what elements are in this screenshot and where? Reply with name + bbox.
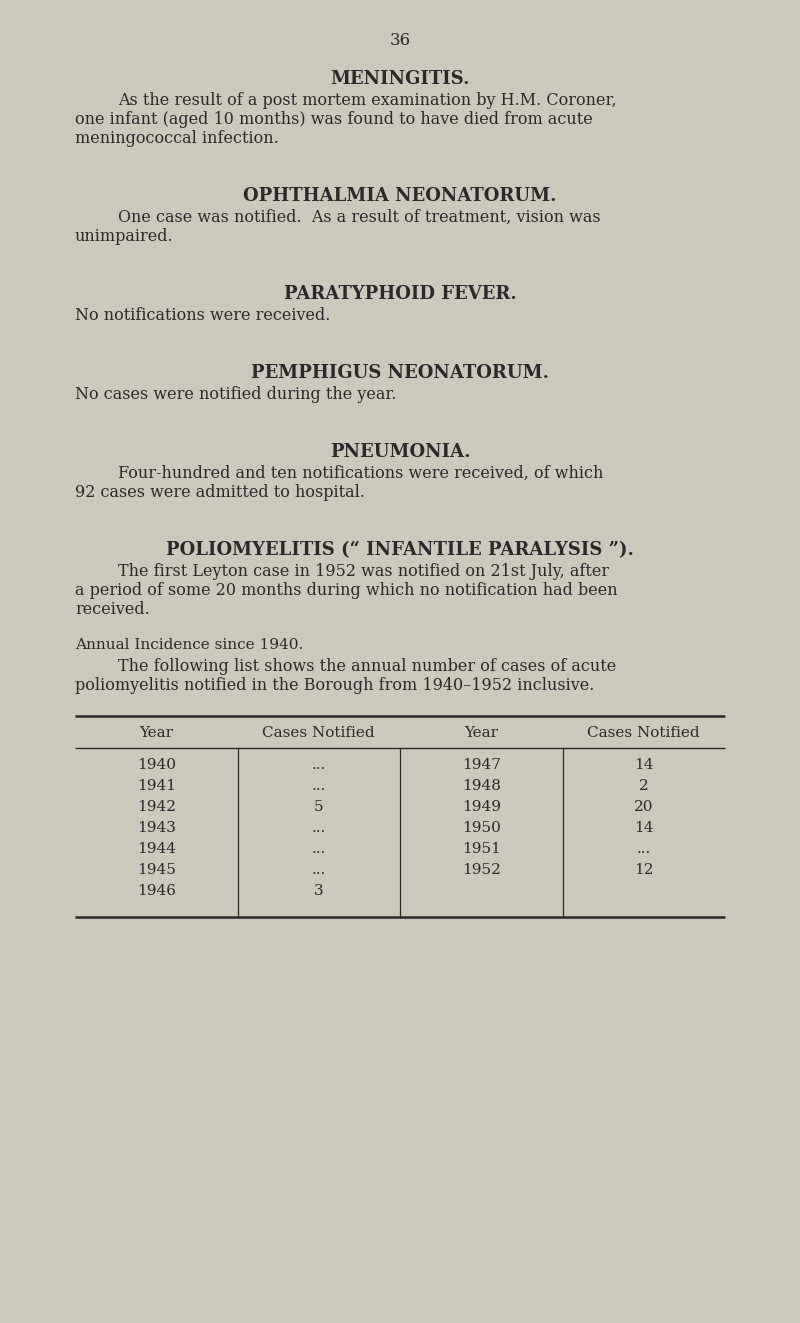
Text: 1945: 1945 — [137, 863, 176, 877]
Text: PEMPHIGUS NEONATORUM.: PEMPHIGUS NEONATORUM. — [251, 364, 549, 382]
Text: PARATYPHOID FEVER.: PARATYPHOID FEVER. — [284, 284, 516, 303]
Text: 3: 3 — [314, 884, 323, 898]
Text: Four-hundred and ten notifications were received, of which: Four-hundred and ten notifications were … — [118, 464, 603, 482]
Text: 1940: 1940 — [137, 758, 176, 773]
Text: one infant (aged 10 months) was found to have died from acute: one infant (aged 10 months) was found to… — [75, 111, 593, 128]
Text: Year: Year — [464, 726, 498, 740]
Text: ...: ... — [312, 841, 326, 856]
Text: ...: ... — [312, 822, 326, 835]
Text: poliomyelitis notified in the Borough from 1940–1952 inclusive.: poliomyelitis notified in the Borough fr… — [75, 677, 594, 695]
Text: received.: received. — [75, 601, 150, 618]
Text: 1949: 1949 — [462, 800, 501, 814]
Text: 1950: 1950 — [462, 822, 501, 835]
Text: No cases were notified during the year.: No cases were notified during the year. — [75, 386, 397, 404]
Text: ...: ... — [312, 863, 326, 877]
Text: 1941: 1941 — [137, 779, 176, 792]
Text: No notifications were received.: No notifications were received. — [75, 307, 330, 324]
Text: 20: 20 — [634, 800, 654, 814]
Text: 1944: 1944 — [137, 841, 176, 856]
Text: meningococcal infection.: meningococcal infection. — [75, 130, 278, 147]
Text: 1946: 1946 — [137, 884, 176, 898]
Text: ...: ... — [312, 758, 326, 773]
Text: 1948: 1948 — [462, 779, 501, 792]
Text: 14: 14 — [634, 822, 654, 835]
Text: 92 cases were admitted to hospital.: 92 cases were admitted to hospital. — [75, 484, 365, 501]
Text: As the result of a post mortem examination by H.M. Coroner,: As the result of a post mortem examinati… — [118, 93, 617, 108]
Text: 5: 5 — [314, 800, 323, 814]
Text: PNEUMONIA.: PNEUMONIA. — [330, 443, 470, 460]
Text: The first Leyton case in 1952 was notified on 21st July, after: The first Leyton case in 1952 was notifi… — [118, 564, 609, 579]
Text: OPHTHALMIA NEONATORUM.: OPHTHALMIA NEONATORUM. — [243, 187, 557, 205]
Text: POLIOMYELITIS (“ INFANTILE PARALYSIS ”).: POLIOMYELITIS (“ INFANTILE PARALYSIS ”). — [166, 541, 634, 560]
Text: 2: 2 — [639, 779, 649, 792]
Text: One case was notified.  As a result of treatment, vision was: One case was notified. As a result of tr… — [118, 209, 601, 226]
Text: Cases Notified: Cases Notified — [262, 726, 375, 740]
Text: MENINGITIS.: MENINGITIS. — [330, 70, 470, 89]
Text: ...: ... — [312, 779, 326, 792]
Text: Year: Year — [139, 726, 174, 740]
Text: Annual Incidence since 1940.: Annual Incidence since 1940. — [75, 638, 303, 652]
Text: 1952: 1952 — [462, 863, 501, 877]
Text: The following list shows the annual number of cases of acute: The following list shows the annual numb… — [118, 658, 616, 675]
Text: 1942: 1942 — [137, 800, 176, 814]
Text: 12: 12 — [634, 863, 654, 877]
Text: unimpaired.: unimpaired. — [75, 228, 174, 245]
Text: a period of some 20 months during which no notification had been: a period of some 20 months during which … — [75, 582, 618, 599]
Text: 1947: 1947 — [462, 758, 501, 773]
Text: 14: 14 — [634, 758, 654, 773]
Text: 36: 36 — [390, 32, 410, 49]
Text: ...: ... — [637, 841, 651, 856]
Text: 1951: 1951 — [462, 841, 501, 856]
Text: 1943: 1943 — [137, 822, 176, 835]
Text: Cases Notified: Cases Notified — [587, 726, 700, 740]
